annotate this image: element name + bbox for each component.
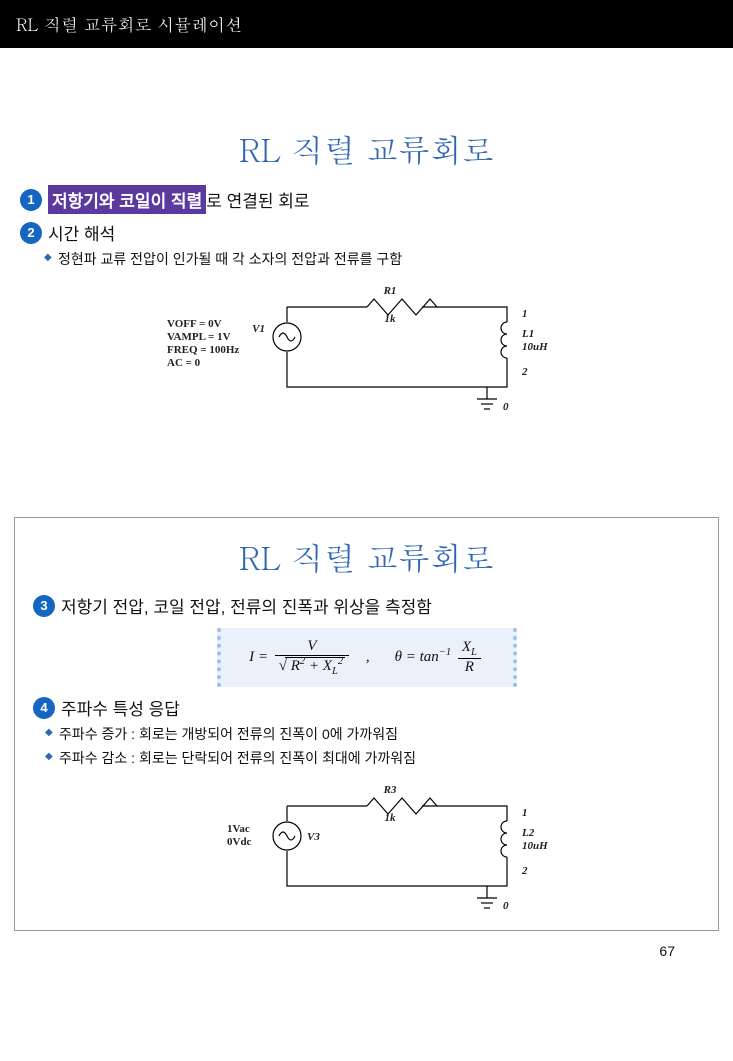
f-X2: X	[462, 639, 471, 655]
v1-p3: AC = 0	[167, 357, 201, 369]
item-4-row: 4 주파수 특성 응답	[33, 695, 718, 720]
f-eq1: =	[258, 649, 272, 665]
f-R2: R	[458, 659, 481, 676]
formula-box: I = V √ R2 + XL2 , θ = tan−1 XL R	[217, 628, 517, 687]
r1-name: R1	[382, 285, 396, 297]
badge-3: 3	[33, 595, 55, 617]
v3-p1: 0Vdc	[227, 836, 252, 848]
r3-val: 1k	[384, 812, 396, 824]
l1-node2: 2	[521, 366, 528, 378]
item1-rest: 로 연결된 회로	[206, 187, 309, 212]
page-number: 67	[14, 931, 719, 967]
r3-name: R3	[382, 784, 396, 796]
item2-bullet: 정현파 교류 전압이 인가될 때 각 소자의 전압과 전류를 구함	[58, 249, 719, 269]
badge-2: 2	[20, 222, 42, 244]
panel2-title: RL 직렬 교류회로	[15, 534, 718, 579]
f-V: V	[275, 638, 349, 656]
v3-label: V3	[307, 831, 320, 843]
f-neg1: −1	[439, 647, 451, 658]
l1-node1: 1	[522, 308, 528, 320]
l2-node2: 2	[521, 865, 528, 877]
item4-text: 주파수 특성 응답	[61, 695, 180, 720]
page-body: RL 직렬 교류회로 1 저항기와 코일이 직렬 로 연결된 회로 2 시간 해…	[0, 48, 733, 987]
badge-1: 1	[20, 189, 42, 211]
gnd2: 0	[503, 900, 509, 912]
top-bar: RL 직렬 교류회로 시뮬레이션	[0, 0, 733, 48]
item4-b2: 주파수 감소 : 회로는 단락되어 전류의 진폭이 최대에 가까워짐	[59, 748, 718, 768]
l2-node1: 1	[522, 807, 528, 819]
f-X1: X	[323, 658, 332, 674]
panel-1: RL 직렬 교류회로 1 저항기와 코일이 직렬 로 연결된 회로 2 시간 해…	[14, 126, 719, 427]
item3-text: 저항기 전압, 코일 전압, 전류의 진폭과 위상을 측정함	[61, 593, 432, 618]
gnd1: 0	[503, 401, 509, 413]
f-L1: L	[332, 666, 338, 677]
item-1-row: 1 저항기와 코일이 직렬 로 연결된 회로	[20, 185, 719, 214]
circuit-1-wrap: R1 1k 1 L1 10uH 2 V1 VOFF = 0V VAMPL = 1…	[14, 277, 719, 427]
circuit-1-svg: R1 1k 1 L1 10uH 2 V1 VOFF = 0V VAMPL = 1…	[157, 277, 577, 427]
f-R: R	[291, 658, 300, 674]
l2-val: 10uH	[522, 840, 548, 852]
l1-name: L1	[521, 328, 534, 340]
v1-label: V1	[252, 323, 265, 335]
f-L2: L	[471, 647, 477, 658]
circuit-2-svg: R3 1k 1 L2 10uH 2 V3 1Vac 0Vdc	[157, 776, 577, 926]
item2-text: 시간 해석	[48, 220, 115, 245]
l2-name: L2	[521, 827, 535, 839]
item-3-row: 3 저항기 전압, 코일 전압, 전류의 진폭과 위상을 측정함	[33, 593, 718, 618]
f-eq2: =	[406, 649, 420, 665]
circuit-2-wrap: R3 1k 1 L2 10uH 2 V3 1Vac 0Vdc	[15, 776, 718, 926]
topbar-title: RL 직렬 교류회로 시뮬레이션	[16, 12, 242, 36]
badge-4: 4	[33, 697, 55, 719]
f-I: I	[249, 649, 254, 665]
v3-p0: 1Vac	[227, 823, 250, 835]
r1-val: 1k	[384, 313, 396, 325]
v1-p2: FREQ = 100Hz	[167, 344, 239, 356]
v1-p0: VOFF = 0V	[167, 318, 222, 330]
panel-2: RL 직렬 교류회로 3 저항기 전압, 코일 전압, 전류의 진폭과 위상을 …	[14, 517, 719, 931]
item1-highlight: 저항기와 코일이 직렬	[48, 185, 206, 214]
v1-p1: VAMPL = 1V	[167, 331, 231, 343]
panel1-title: RL 직렬 교류회로	[14, 126, 719, 171]
f-theta: θ	[395, 649, 402, 665]
item4-b1: 주파수 증가 : 회로는 개방되어 전류의 진폭이 0에 가까워짐	[59, 724, 718, 744]
l1-val: 10uH	[522, 341, 548, 353]
f-tan: tan	[420, 649, 439, 665]
item-2-row: 2 시간 해석	[20, 220, 719, 245]
